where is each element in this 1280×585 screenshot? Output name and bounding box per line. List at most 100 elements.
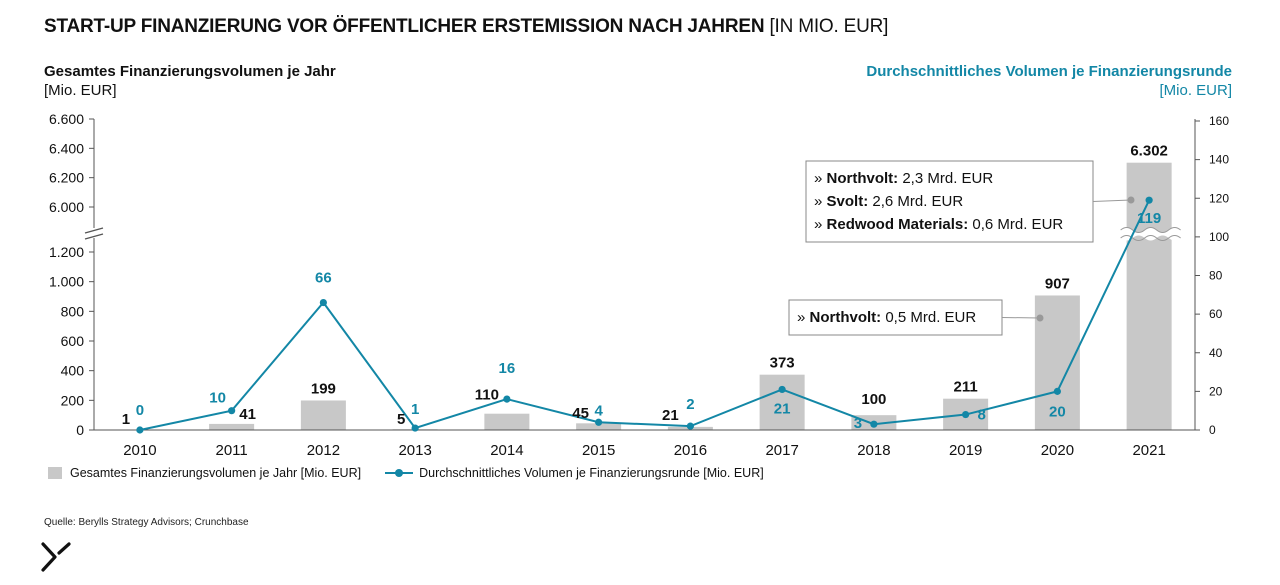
left-axis-tick-label: 200 — [61, 392, 85, 408]
right-axis-tick-label: 40 — [1209, 346, 1223, 360]
line-point-2019 — [962, 410, 970, 419]
bar-label-2020: 907 — [1045, 275, 1070, 292]
callout-connector-battery-2021 — [1092, 199, 1132, 202]
x-tick-label-2021: 2021 — [1132, 442, 1165, 459]
bar-label-2018: 100 — [861, 391, 886, 408]
right-axis-tick-label: 20 — [1209, 384, 1223, 398]
line-point-2014 — [503, 395, 511, 403]
line-point-2010 — [136, 426, 144, 434]
legend-item-bars: Gesamtes Finanzierungsvolumen je Jahr [M… — [48, 466, 361, 480]
bar-2015 — [576, 423, 622, 430]
legend-label-bars: Gesamtes Finanzierungsvolumen je Jahr [M… — [70, 466, 362, 480]
left-axis-tick-label: 600 — [61, 333, 85, 349]
line-label-2013: 1 — [411, 401, 419, 418]
right-axis-title: Durchschnittliches Volumen je Finanzieru… — [866, 63, 1232, 80]
bar-label-2013: 5 — [397, 411, 405, 428]
right-axis-tick-label: 0 — [1209, 423, 1216, 437]
left-axis-tick-label: 6.400 — [49, 140, 84, 156]
left-axis-break-gap — [86, 228, 102, 238]
bar-label-2019: 211 — [954, 379, 978, 396]
callout-connector-northvolt-2020 — [1001, 317, 1041, 319]
callout-box-battery-2021 — [805, 160, 1094, 243]
line-label-2018: 3 — [854, 415, 862, 432]
bar-label-2014: 110 — [475, 387, 499, 404]
line-label-2017: 21 — [774, 400, 791, 417]
x-tick-label-2012: 2012 — [307, 442, 340, 459]
right-axis-tick-label: 80 — [1209, 269, 1223, 283]
chart-title-unit: [IN MIO. EUR] — [769, 16, 889, 37]
chart-plot: 02004006008001.0001.2006.0006.2006.4006.… — [49, 111, 1229, 459]
bar-label-2015: 45 — [572, 405, 589, 422]
chart-title-main: START-UP FINANZIERUNG VOR ÖFFENTLICHER E… — [44, 16, 765, 37]
legend-label-line: Durchschnittliches Volumen je Finanzieru… — [419, 466, 764, 480]
line-label-2020: 20 — [1049, 403, 1066, 420]
callout-amount: 2,6 Mrd. EUR — [868, 193, 963, 210]
left-axis-tick-label: 6.000 — [49, 199, 84, 215]
left-axis-tick-label: 400 — [61, 363, 85, 379]
bar-label-2010: 1 — [122, 411, 130, 428]
left-axis-tick-label: 1.000 — [49, 274, 84, 290]
line-series-average — [139, 199, 1151, 431]
line-point-2021 — [1145, 196, 1153, 204]
left-axis-tick-label: 1.200 — [49, 244, 84, 260]
left-axis-unit: [Mio. EUR] — [44, 82, 117, 99]
left-axis-tick-label: 6.600 — [49, 111, 84, 127]
line-label-2019: 8 — [977, 407, 985, 424]
callout-amount: 0,6 Mrd. EUR — [968, 216, 1063, 233]
bar-2021 — [1126, 162, 1172, 430]
bar-label-2017: 373 — [770, 355, 795, 372]
left-axis-tick-label: 0 — [76, 422, 84, 438]
right-axis-tick-label: 160 — [1209, 114, 1229, 128]
x-tick-label-2015: 2015 — [582, 442, 615, 459]
bar-label-2021: 6.302 — [1130, 143, 1168, 160]
callout-entry: » Svolt: 2,6 Mrd. EUR — [814, 193, 963, 210]
callout-entry: » Northvolt: 2,3 Mrd. EUR — [814, 170, 993, 187]
left-axis-tick-label: 800 — [61, 303, 85, 319]
x-tick-label-2013: 2013 — [398, 442, 431, 459]
x-tick-label-2019: 2019 — [949, 442, 982, 459]
x-tick-label-2010: 2010 — [123, 442, 156, 459]
bar-break-gap — [1120, 227, 1181, 241]
line-point-2015 — [595, 418, 603, 426]
x-tick-label-2011: 2011 — [215, 442, 247, 459]
line-label-2012: 66 — [315, 270, 332, 287]
callout-dot-northvolt-2020 — [1036, 314, 1044, 322]
line-point-2011 — [228, 407, 236, 415]
bar-label-2016: 21 — [662, 407, 679, 424]
line-label-2016: 2 — [686, 396, 694, 413]
line-point-2018 — [870, 420, 878, 428]
x-tick-label-2018: 2018 — [857, 442, 890, 459]
callout-amount: 2,3 Mrd. EUR — [898, 170, 993, 187]
bar-2014 — [484, 413, 530, 430]
x-tick-label-2017: 2017 — [765, 442, 798, 459]
left-axis-tick-label: 6.200 — [49, 170, 84, 186]
bar-break-mark — [1120, 227, 1181, 233]
left-axis-break-mark — [84, 227, 104, 234]
x-tick-label-2020: 2020 — [1041, 442, 1074, 459]
line-point-2017 — [778, 385, 786, 394]
line-label-2010: 0 — [136, 402, 144, 419]
right-axis-tick-label: 120 — [1209, 191, 1229, 205]
right-axis-tick-label: 60 — [1209, 307, 1223, 321]
right-axis-title-block: Durchschnittliches Volumen je Finanzieru… — [866, 62, 1232, 100]
source-note: Quelle: Berylls Strategy Advisors; Crunc… — [44, 517, 249, 528]
bar-2011 — [209, 423, 255, 430]
callout-company: Svolt: — [827, 193, 869, 210]
callout-company: Redwood Materials: — [827, 216, 969, 233]
x-tick-label-2014: 2014 — [490, 442, 523, 459]
line-point-2013 — [411, 424, 419, 432]
right-axis-tick-label: 140 — [1209, 153, 1229, 167]
legend-swatch-bar — [48, 467, 62, 479]
line-point-2016 — [686, 422, 694, 430]
chart-title: START-UP FINANZIERUNG VOR ÖFFENTLICHER E… — [44, 16, 888, 38]
callout-company: Northvolt: — [810, 309, 882, 326]
legend-item-line: Durchschnittliches Volumen je Finanzieru… — [385, 466, 764, 480]
bar-label-2011: 41 — [239, 406, 256, 423]
line-label-2014: 16 — [499, 360, 516, 377]
left-axis-title-block: Gesamtes Finanzierungsvolumen je Jahr [M… — [44, 62, 336, 100]
bar-2017 — [759, 374, 805, 430]
x-tick-label-2016: 2016 — [674, 442, 707, 459]
right-axis-tick-label: 100 — [1209, 230, 1229, 244]
line-label-2015: 4 — [594, 402, 603, 419]
legend-swatch-line — [385, 467, 414, 479]
